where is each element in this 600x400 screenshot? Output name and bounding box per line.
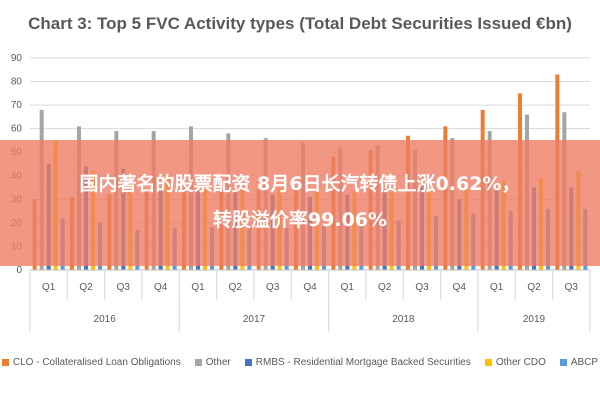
legend-label: RMBS - Residential Mortgage Backed Secur…: [255, 356, 471, 368]
legend-swatch: [559, 358, 567, 366]
legend-item: Other CDO: [484, 356, 546, 368]
chart-title: Chart 3: Top 5 FVC Activity types (Total…: [28, 14, 572, 33]
overlay-banner: 国内著名的股票配资 8月6日长汽转债上涨0.62%， 转股溢价率99.06%: [0, 140, 600, 266]
year-label: 2018: [392, 314, 415, 325]
legend-label: ABCP: [570, 356, 599, 368]
legend-label: Other CDO: [495, 356, 546, 368]
legend-item: RMBS - Residential Mortgage Backed Secur…: [244, 356, 471, 368]
legend-label: CLO - Collateralised Loan Obligations: [12, 356, 181, 368]
overlay-headline: 国内著名的股票配资 8月6日长汽转债上涨0.62%， 转股溢价率99.06%: [0, 166, 600, 238]
legend-label: Other: [205, 356, 231, 368]
overlay-line-2: 转股溢价率99.06%: [212, 209, 388, 231]
x-tick-label: Q1: [42, 282, 56, 293]
x-tick-label: Q4: [154, 282, 168, 293]
x-tick-label: Q2: [378, 282, 392, 293]
legend-swatch: [194, 358, 202, 366]
legend-item: ABCP: [559, 356, 599, 368]
y-tick-label: 90: [11, 53, 23, 64]
x-tick-label: Q3: [117, 282, 131, 293]
x-tick-label: Q2: [527, 282, 541, 293]
legend-swatch: [484, 358, 492, 366]
overlay-line-1: 国内著名的股票配资 8月6日长汽转债上涨0.62%，: [79, 173, 521, 195]
x-tick-label: Q2: [229, 282, 243, 293]
legend-item: Other: [194, 356, 231, 368]
year-label: 2019: [523, 314, 546, 325]
x-tick-label: Q1: [191, 282, 205, 293]
legend-item: CLO - Collateralised Loan Obligations: [1, 356, 181, 368]
x-tick-label: Q3: [266, 282, 280, 293]
y-tick-label: 0: [16, 265, 22, 276]
y-tick-label: 80: [11, 77, 23, 88]
x-tick-label: Q3: [415, 282, 429, 293]
x-tick-label: Q4: [303, 282, 317, 293]
x-tick-label: Q2: [79, 282, 93, 293]
legend-swatch: [1, 358, 9, 366]
x-tick-label: Q4: [453, 282, 467, 293]
x-tick-label: Q3: [565, 282, 579, 293]
chart-legend: CLO - Collateralised Loan Obligations Oth…: [0, 354, 600, 370]
year-label: 2016: [94, 314, 117, 325]
y-tick-label: 70: [11, 100, 23, 111]
x-tick-label: Q1: [341, 282, 355, 293]
year-label: 2017: [243, 314, 266, 325]
y-tick-label: 60: [11, 124, 23, 135]
x-tick-label: Q1: [490, 282, 504, 293]
legend-swatch: [244, 358, 252, 366]
